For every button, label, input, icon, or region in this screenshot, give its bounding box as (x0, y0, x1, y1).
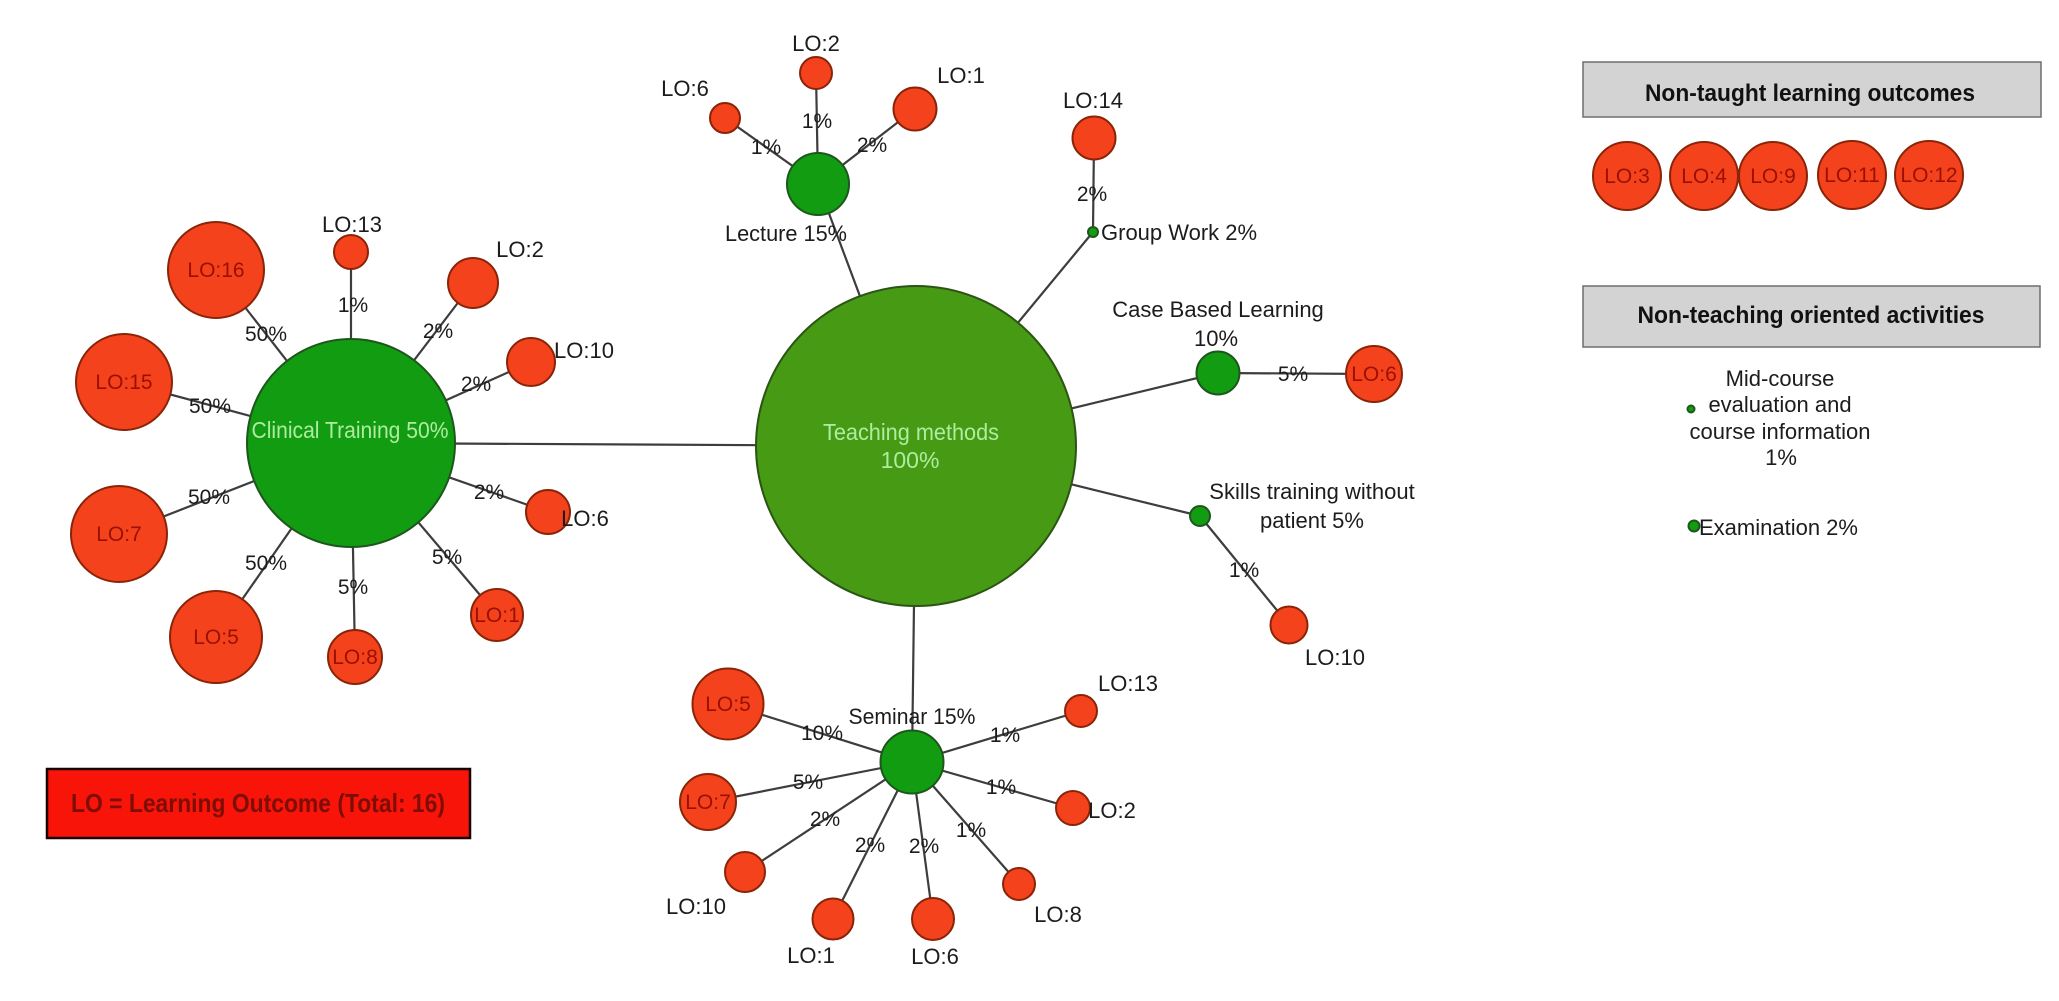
svg-text:10%: 10% (1194, 326, 1238, 351)
svg-text:LO:7: LO:7 (96, 523, 142, 546)
svg-text:LO:2: LO:2 (496, 237, 544, 262)
svg-text:Case Based Learning: Case Based Learning (1112, 297, 1324, 322)
svg-text:LO:6: LO:6 (661, 76, 709, 101)
svg-text:LO:15: LO:15 (95, 371, 152, 394)
svg-text:LO:10: LO:10 (666, 894, 726, 919)
svg-text:LO:3: LO:3 (1604, 165, 1650, 188)
svg-text:1%: 1% (1229, 559, 1259, 582)
svg-text:2%: 2% (857, 134, 887, 157)
svg-text:LO:14: LO:14 (1063, 88, 1123, 113)
svg-text:LO:2: LO:2 (1088, 798, 1136, 823)
svg-text:LO:6: LO:6 (1351, 363, 1397, 386)
svg-text:2%: 2% (1077, 183, 1107, 206)
svg-text:LO:11: LO:11 (1824, 164, 1880, 187)
svg-text:patient 5%: patient 5% (1260, 508, 1364, 533)
svg-text:2%: 2% (461, 373, 491, 396)
svg-text:Non-teaching oriented activiti: Non-teaching oriented activities (1638, 302, 1985, 329)
svg-text:LO:13: LO:13 (1098, 671, 1158, 696)
svg-text:2%: 2% (909, 835, 939, 858)
svg-text:LO = Learning Outcome (Total:: LO = Learning Outcome (Total: 16) (71, 788, 445, 818)
svg-text:LO:4: LO:4 (1681, 165, 1727, 188)
svg-text:LO:9: LO:9 (1750, 165, 1796, 188)
svg-text:1%: 1% (338, 294, 368, 317)
svg-text:100%: 100% (881, 447, 940, 473)
svg-text:LO:2: LO:2 (792, 31, 840, 56)
svg-text:2%: 2% (474, 481, 504, 504)
svg-text:LO:8: LO:8 (332, 646, 378, 669)
svg-text:Skills training without: Skills training without (1209, 479, 1414, 504)
svg-text:50%: 50% (189, 395, 231, 418)
svg-text:Clinical Training 50%: Clinical Training 50% (252, 417, 449, 443)
svg-text:LO:6: LO:6 (911, 944, 959, 969)
svg-text:1%: 1% (1765, 445, 1797, 470)
svg-text:LO:5: LO:5 (705, 693, 751, 716)
svg-text:Group Work 2%: Group Work 2% (1101, 220, 1257, 245)
svg-text:LO:10: LO:10 (1305, 645, 1365, 670)
svg-text:2%: 2% (810, 808, 840, 831)
svg-text:5%: 5% (793, 771, 823, 794)
svg-text:Lecture 15%: Lecture 15% (725, 221, 847, 246)
svg-text:LO:5: LO:5 (193, 626, 239, 649)
svg-text:LO:16: LO:16 (187, 259, 244, 282)
svg-text:LO:6: LO:6 (561, 506, 609, 531)
svg-text:1%: 1% (986, 776, 1016, 799)
svg-text:5%: 5% (338, 576, 368, 599)
svg-text:1%: 1% (956, 819, 986, 842)
svg-text:Teaching methods: Teaching methods (823, 419, 999, 445)
svg-text:LO:13: LO:13 (322, 212, 382, 237)
svg-text:Mid-course: Mid-course (1726, 366, 1835, 391)
svg-text:LO:1: LO:1 (937, 63, 985, 88)
svg-text:evaluation and: evaluation and (1708, 392, 1851, 417)
svg-text:1%: 1% (802, 110, 832, 133)
svg-text:course information: course information (1690, 419, 1871, 444)
svg-text:LO:1: LO:1 (474, 604, 520, 627)
svg-text:Seminar 15%: Seminar 15% (849, 704, 976, 729)
svg-text:5%: 5% (1278, 363, 1308, 386)
svg-text:50%: 50% (245, 323, 287, 346)
svg-text:5%: 5% (432, 546, 462, 569)
svg-text:2%: 2% (855, 834, 885, 857)
svg-text:LO:10: LO:10 (554, 338, 614, 363)
svg-text:LO:8: LO:8 (1034, 902, 1082, 927)
svg-text:50%: 50% (188, 486, 230, 509)
svg-text:50%: 50% (245, 552, 287, 575)
svg-text:1%: 1% (751, 136, 781, 159)
svg-text:Non-taught learning outcomes: Non-taught learning outcomes (1645, 80, 1975, 107)
svg-text:Examination 2%: Examination 2% (1699, 515, 1858, 540)
svg-text:LO:12: LO:12 (1900, 164, 1957, 187)
svg-text:10%: 10% (801, 722, 843, 745)
svg-text:LO:1: LO:1 (787, 943, 835, 968)
svg-text:LO:7: LO:7 (685, 791, 731, 814)
svg-text:1%: 1% (990, 724, 1020, 747)
svg-text:2%: 2% (423, 320, 453, 343)
